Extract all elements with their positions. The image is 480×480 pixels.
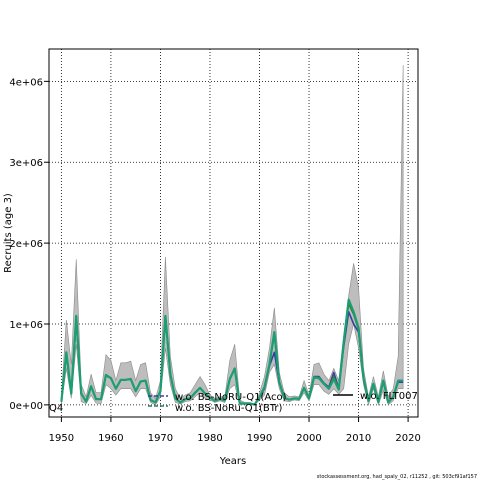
x-tick-label: 1950 <box>49 433 74 444</box>
x-tick-label: 1970 <box>148 433 173 444</box>
x-tick-label: 1980 <box>197 433 222 444</box>
legend-partial-label: Q4 <box>49 403 63 414</box>
y-axis: 0e+00 1e+06 2e+06 3e+06 4e+06 <box>9 77 49 412</box>
x-tick-label: 2020 <box>395 433 420 444</box>
legend-label-btr: w.o. BS-NoRu-Q1(BTr) <box>175 403 283 414</box>
x-tick-label: 1990 <box>247 433 272 444</box>
y-tick-label: 3e+06 <box>9 158 43 169</box>
confidence-band-layer <box>61 65 404 406</box>
x-axis-title: Years <box>219 456 246 467</box>
y-tick-label: 1e+06 <box>9 320 43 331</box>
confidence-band <box>61 65 404 406</box>
x-tick-label: 2000 <box>296 433 321 444</box>
grid-lines <box>49 49 418 417</box>
legend: Q4 w.o. BS-NoRU-Q1(Aco) w.o. BS-NoRu-Q1(… <box>49 391 418 414</box>
series-lines-layer <box>60 298 404 406</box>
x-axis: 1950 1960 1970 1980 1990 2000 2010 2020 <box>49 417 421 444</box>
y-tick-label: 0e+00 <box>9 401 43 412</box>
x-tick-label: 1960 <box>98 433 123 444</box>
x-tick-label: 2010 <box>346 433 371 444</box>
legend-label-flt007: w.o. FLT007 <box>360 391 418 402</box>
legend-label-aco: w.o. BS-NoRU-Q1(Aco) <box>175 392 287 403</box>
series-line-3 <box>60 298 404 406</box>
y-tick-label: 4e+06 <box>9 77 43 88</box>
footer-credit: stockassessment.org, had_spaly_02, r1125… <box>317 474 477 480</box>
y-axis-title: Recruits (age 3) <box>3 193 14 273</box>
y-tick-label: 2e+06 <box>9 239 43 250</box>
plot-frame <box>48 48 419 418</box>
